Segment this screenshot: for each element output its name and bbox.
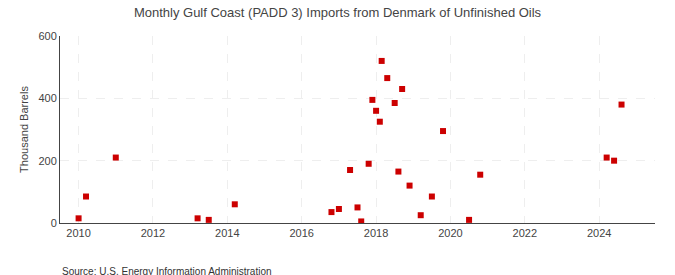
svg-text:2022: 2022 xyxy=(513,227,537,239)
svg-text:2014: 2014 xyxy=(215,227,239,239)
svg-text:Source: U.S. Energy Informatio: Source: U.S. Energy Information Administ… xyxy=(62,266,272,275)
svg-text:600: 600 xyxy=(38,30,56,42)
svg-text:200: 200 xyxy=(38,155,56,167)
svg-text:2010: 2010 xyxy=(66,227,90,239)
svg-text:0: 0 xyxy=(51,217,57,229)
svg-text:Monthly Gulf Coast (PADD 3) Im: Monthly Gulf Coast (PADD 3) Imports from… xyxy=(134,5,542,20)
svg-text:2016: 2016 xyxy=(289,227,313,239)
svg-text:2018: 2018 xyxy=(364,227,388,239)
svg-text:2020: 2020 xyxy=(438,227,462,239)
svg-text:2012: 2012 xyxy=(141,227,165,239)
svg-text:Thousand Barrels: Thousand Barrels xyxy=(18,86,30,173)
svg-text:2024: 2024 xyxy=(587,227,611,239)
svg-text:400: 400 xyxy=(38,92,56,104)
